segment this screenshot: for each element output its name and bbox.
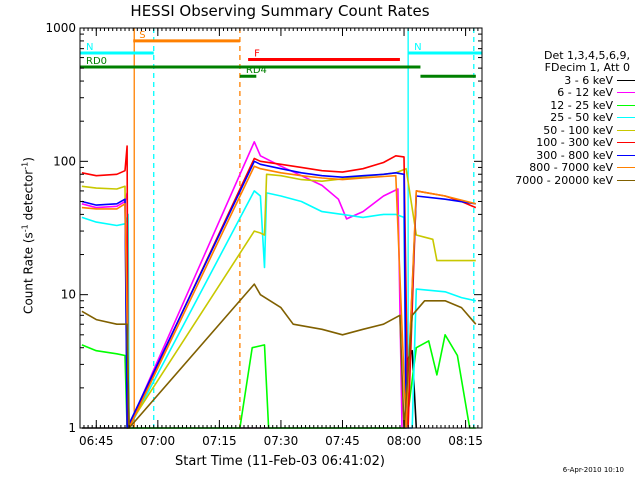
x-tick-label: 07:00: [141, 434, 176, 448]
legend-entry-300-800-kev: 300 - 800 keV: [495, 149, 635, 162]
y-tick-label: 10: [61, 288, 76, 302]
legend-header-detectors: Det 1,3,4,5,6,9,: [543, 49, 630, 62]
legend-swatch: [617, 117, 635, 119]
x-tick-label: 08:00: [387, 434, 422, 448]
legend-swatch: [617, 154, 635, 156]
legend-label: 50 - 100 keV: [543, 123, 613, 137]
legend-swatch: [617, 79, 635, 81]
legend-entry-25-50-kev: 25 - 50 keV: [495, 111, 635, 125]
y-tick-label: 100: [53, 154, 76, 168]
series-800-7000-kev: [81, 165, 476, 429]
legend-swatch: [617, 142, 635, 144]
legend-label: 7000 - 20000 keV: [515, 173, 613, 187]
legend-swatch: [617, 179, 635, 181]
x-tick-label: 08:15: [448, 434, 483, 448]
observing-flag-bars: S N N F RD0 RD4: [80, 30, 482, 78]
series-lines: [81, 141, 477, 429]
y-tick-label: 1: [68, 421, 76, 435]
legend-swatch: [617, 129, 635, 131]
legend-entries: 3 - 6 keV 6 - 12 keV 12 - 25 keV 25 - 50 ke…: [495, 74, 635, 187]
legend-label: 800 - 7000 keV: [529, 161, 613, 175]
legend-label: 12 - 25 keV: [550, 98, 613, 112]
legend-label: 3 - 6 keV: [564, 73, 613, 87]
legend-label: 100 - 300 keV: [536, 136, 613, 150]
legend-entry-800-7000-kev: 800 - 7000 keV: [495, 161, 635, 175]
x-tick-label: 07:30: [264, 434, 299, 448]
flag-label-n-1: N: [86, 42, 93, 53]
flag-label-f-3: F: [254, 49, 260, 60]
legend-entry-100-300-kev: 100 - 300 keV: [495, 136, 635, 150]
vertical-marker-lines: [133, 28, 475, 428]
generation-timestamp: 6-Apr-2010 10:10: [562, 466, 624, 474]
y-tick-label: 1000: [45, 21, 76, 35]
x-axis-label: Start Time (11-Feb-03 06:41:02): [175, 454, 385, 469]
legend-swatch: [617, 92, 635, 94]
plot-frame: [79, 27, 483, 429]
y-axis-label: Count Rate (s-1 detector-1): [20, 157, 36, 314]
legend-label: 300 - 800 keV: [536, 148, 613, 162]
legend-entry-50-100-kev: 50 - 100 keV: [495, 124, 635, 137]
legend-entry-12-25-kev: 12 - 25 keV: [495, 99, 635, 112]
legend-header-attenuator: FDecim 1, Att 0: [544, 61, 630, 74]
legend-swatch: [617, 167, 635, 169]
legend-entry-7000-20000-kev: 7000 - 20000 keV: [495, 174, 635, 187]
legend-label: 6 - 12 keV: [557, 86, 613, 100]
legend-entry-3-6-kev: 3 - 6 keV: [495, 74, 635, 87]
series-7000-20000-kev: [81, 283, 477, 429]
series-100-300-kev: [81, 145, 477, 429]
x-tick-label: 07:45: [325, 434, 360, 448]
legend-label: 25 - 50 keV: [550, 111, 613, 125]
flag-label-rd0-4: RD0: [86, 56, 107, 67]
legend-entry-6-12-kev: 6 - 12 keV: [495, 86, 635, 100]
flag-label-rd4-5: RD4: [246, 65, 267, 76]
x-tick-label: 07:15: [202, 434, 237, 448]
legend-swatch: [617, 104, 635, 106]
flag-label-s-0: S: [139, 30, 145, 41]
flag-label-n-2: N: [414, 42, 421, 53]
x-tick-label: 06:45: [79, 434, 114, 448]
plot-axes: 06:45 07:00 07:15 07:30 07:45 08:00 08:15 1 10 10…: [45, 21, 482, 448]
legend: Det 1,3,4,5,6,9, FDecim 1, Att 0 3 - 6 k…: [495, 50, 635, 187]
chart-title: HESSI Observing Summary Count Rates: [130, 2, 430, 20]
